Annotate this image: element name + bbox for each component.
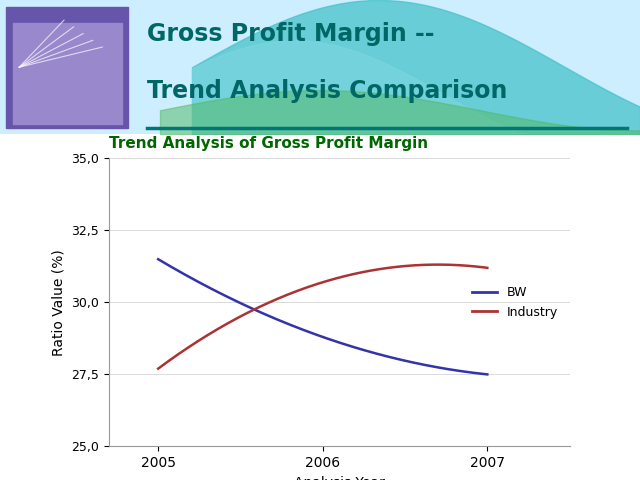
Industry	[154, 366, 162, 372]
BW	[154, 256, 162, 262]
Industry	[349, 271, 357, 277]
Industry	[156, 365, 163, 371]
BW	[350, 344, 358, 350]
Bar	[6, 7, 128, 128]
BW	[432, 364, 440, 370]
Text: Gross Profit Margin --: Gross Profit Margin --	[147, 22, 435, 46]
Bar	[13, 23, 122, 124]
Line: BW: BW	[158, 259, 487, 374]
BW	[452, 368, 460, 373]
Industry	[356, 270, 364, 276]
BW	[156, 257, 163, 263]
BW	[349, 344, 357, 350]
Text: Trend Analysis of Gross Profit Margin: Trend Analysis of Gross Profit Margin	[109, 136, 428, 151]
Industry	[434, 262, 442, 267]
Line: Industry: Industry	[158, 264, 487, 369]
Industry	[454, 262, 461, 268]
Y-axis label: Ratio Value (%): Ratio Value (%)	[52, 249, 66, 356]
Legend: BW, Industry: BW, Industry	[467, 281, 563, 324]
Text: Trend Analysis Comparison: Trend Analysis Comparison	[147, 79, 508, 103]
Industry	[350, 271, 358, 277]
X-axis label: Analysis Year: Analysis Year	[294, 476, 385, 480]
BW	[356, 346, 364, 352]
Industry	[483, 265, 491, 271]
BW	[483, 372, 491, 377]
Industry	[432, 262, 440, 267]
